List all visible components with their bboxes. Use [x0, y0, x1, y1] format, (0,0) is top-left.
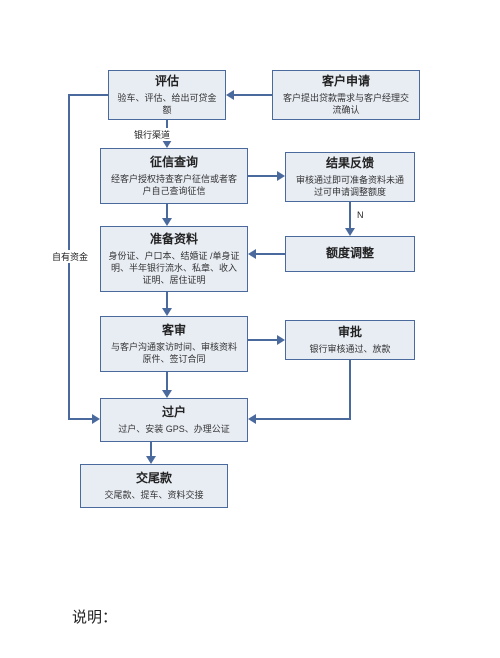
node-approval: 审批 银行审核通过、放款: [285, 320, 415, 360]
edge: [349, 202, 351, 230]
node-credit-check: 征信查询 经客户授权持查客户征信或者客户自己查询征信: [100, 148, 248, 204]
node-title: 审批: [338, 325, 362, 341]
node-title: 交尾款: [136, 471, 172, 487]
arrow-icon: [226, 90, 234, 100]
node-sub: 身份证、户口本、结婚证 /单身证明、半年银行流水、私章、收入证明、居住证明: [107, 250, 241, 286]
node-title: 额度调整: [326, 246, 374, 262]
node-title: 征信查询: [150, 155, 198, 171]
arrow-icon: [162, 218, 172, 226]
edge: [68, 418, 94, 420]
edge: [256, 253, 285, 255]
edge: [349, 360, 351, 418]
arrow-icon: [162, 390, 172, 398]
node-title: 客户申请: [322, 74, 370, 90]
node-limit-adjust: 额度调整: [285, 236, 415, 272]
arrow-icon: [162, 308, 172, 316]
node-title: 客审: [162, 323, 186, 339]
edge: [234, 94, 272, 96]
arrow-icon: [345, 228, 355, 236]
edge-label: N: [355, 210, 366, 220]
node-sub: 经客户授权持查客户征信或者客户自己查询征信: [107, 173, 241, 197]
node-title: 结果反馈: [326, 156, 374, 172]
arrow-icon: [162, 140, 172, 148]
edge: [68, 94, 108, 96]
node-transfer: 过户 过户、安装 GPS、办理公证: [100, 398, 248, 442]
node-sub: 银行审核通过、放款: [309, 343, 390, 355]
arrow-icon: [277, 335, 285, 345]
node-evaluate: 评估 验车、评估、给出可贷金额: [108, 70, 226, 120]
node-prepare-docs: 准备资料 身份证、户口本、结婚证 /单身证明、半年银行流水、私章、收入证明、居住…: [100, 226, 248, 292]
node-title: 评估: [155, 74, 179, 90]
node-sub: 交尾款、提车、资料交接: [104, 489, 203, 501]
arrow-icon: [146, 456, 156, 464]
arrow-icon: [277, 171, 285, 181]
node-final-payment: 交尾款 交尾款、提车、资料交接: [80, 464, 228, 508]
edge-label: 自有资金: [50, 250, 90, 263]
node-customer-review: 客审 与客户沟通家访时间、审核资料原件、签订合同: [100, 316, 248, 372]
edge: [248, 175, 278, 177]
node-sub: 客户提出贷款需求与客户经理交流确认: [279, 92, 413, 116]
node-title: 过户: [162, 405, 186, 421]
node-title: 准备资料: [150, 232, 198, 248]
node-apply: 客户申请 客户提出贷款需求与客户经理交流确认: [272, 70, 420, 120]
edge: [256, 418, 351, 420]
arrow-icon: [248, 414, 256, 424]
node-sub: 审核通过即可准备资料未通过可申请调整额度: [292, 174, 408, 198]
edge: [248, 339, 278, 341]
edge-label: 银行渠道: [132, 128, 172, 141]
node-result-feedback: 结果反馈 审核通过即可准备资料未通过可申请调整额度: [285, 152, 415, 202]
node-sub: 过户、安装 GPS、办理公证: [118, 423, 230, 435]
arrow-icon: [92, 414, 100, 424]
arrow-icon: [248, 249, 256, 259]
node-sub: 验车、评估、给出可贷金额: [115, 92, 219, 116]
edge: [166, 372, 168, 392]
node-sub: 与客户沟通家访时间、审核资料原件、签订合同: [107, 341, 241, 365]
footer-label: 说明：: [72, 606, 117, 627]
